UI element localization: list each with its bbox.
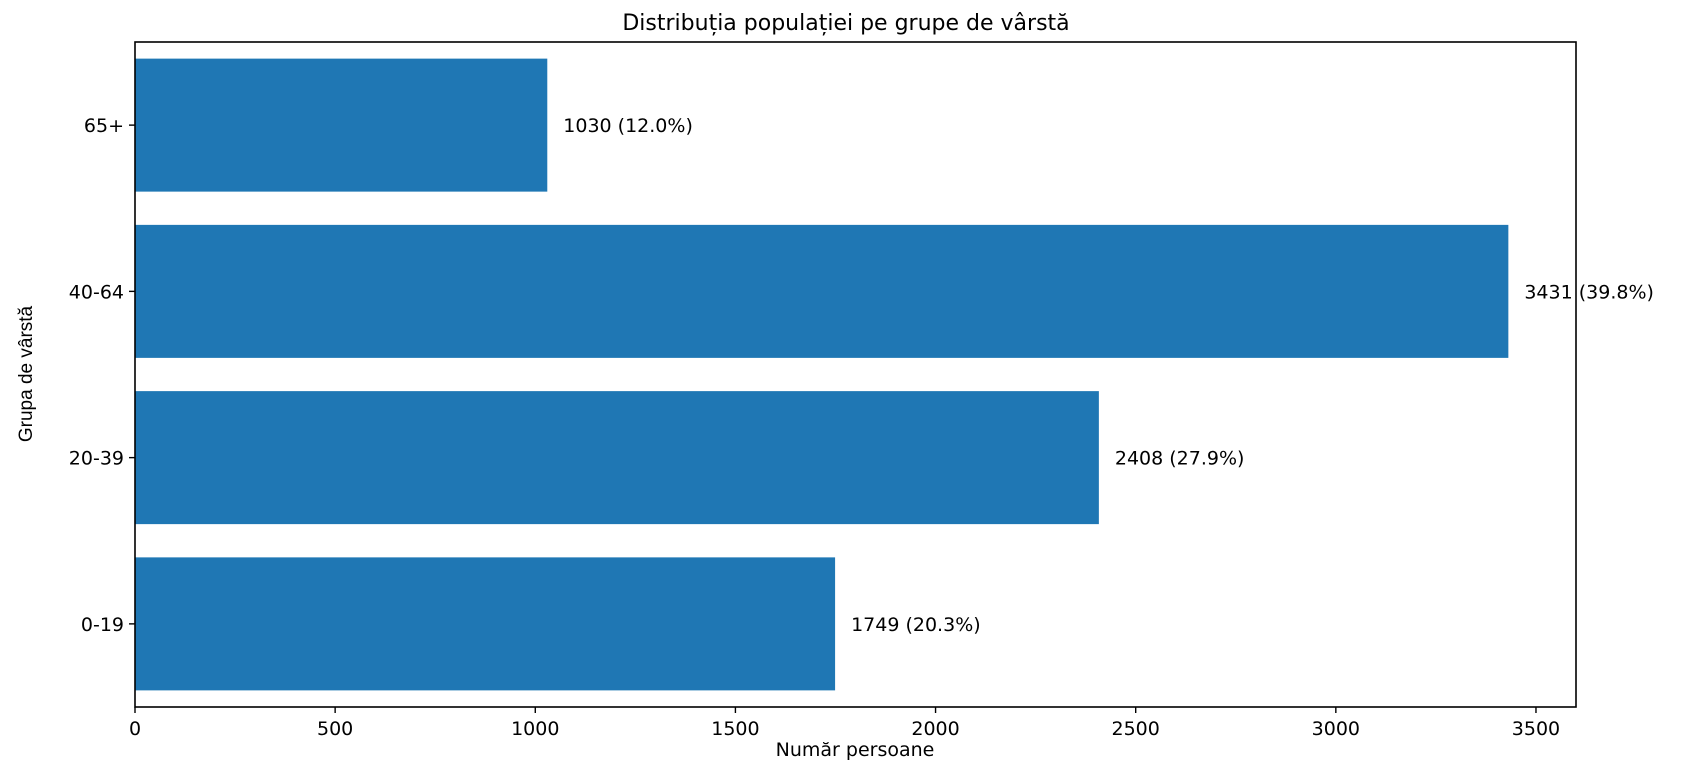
y-tick-label: 40-64 bbox=[69, 281, 124, 303]
bar-0-19 bbox=[135, 557, 836, 691]
bar-labels-group: 1749 (20.3%) 2408 (27.9%) 3431 (39.8%) 1030… bbox=[563, 115, 1654, 636]
x-tick-label: 2000 bbox=[911, 718, 959, 740]
y-tick-label: 65+ bbox=[84, 115, 124, 137]
bar-20-39 bbox=[135, 391, 1099, 525]
y-axis-label: Grupa de vârstă bbox=[16, 305, 37, 442]
bar-65+ bbox=[135, 58, 548, 192]
chart-title: Distribuția populației pe grupe de vârst… bbox=[622, 11, 1069, 36]
bar-value-label: 2408 (27.9%) bbox=[1115, 448, 1245, 470]
x-tick-label: 2500 bbox=[1112, 718, 1160, 740]
bar-value-label: 1030 (12.0%) bbox=[563, 115, 693, 137]
plot-border bbox=[134, 41, 1577, 708]
bar-value-label: 3431 (39.8%) bbox=[1524, 281, 1654, 303]
x-axis: 0 500 1000 1500 2000 2500 3000 3500 bbox=[129, 707, 1560, 740]
x-tick-label: 3500 bbox=[1512, 718, 1560, 740]
bar-value-label: 1749 (20.3%) bbox=[851, 614, 981, 636]
plot-area: 1749 (20.3%) 2408 (27.9%) 3431 (39.8%) 1030… bbox=[134, 41, 1654, 708]
y-axis: 0-19 20-39 40-64 65+ bbox=[69, 115, 135, 636]
x-tick-label: 500 bbox=[317, 718, 353, 740]
bar-40-64 bbox=[135, 224, 1509, 358]
x-axis-label: Număr persoane bbox=[776, 739, 935, 761]
x-tick-label: 0 bbox=[129, 718, 141, 740]
bars-group bbox=[135, 58, 1509, 691]
x-tick-label: 1500 bbox=[711, 718, 759, 740]
y-tick-label: 0-19 bbox=[81, 614, 124, 636]
x-tick-label: 1000 bbox=[511, 718, 559, 740]
x-tick-label: 3000 bbox=[1312, 718, 1360, 740]
y-tick-label: 20-39 bbox=[69, 448, 124, 470]
